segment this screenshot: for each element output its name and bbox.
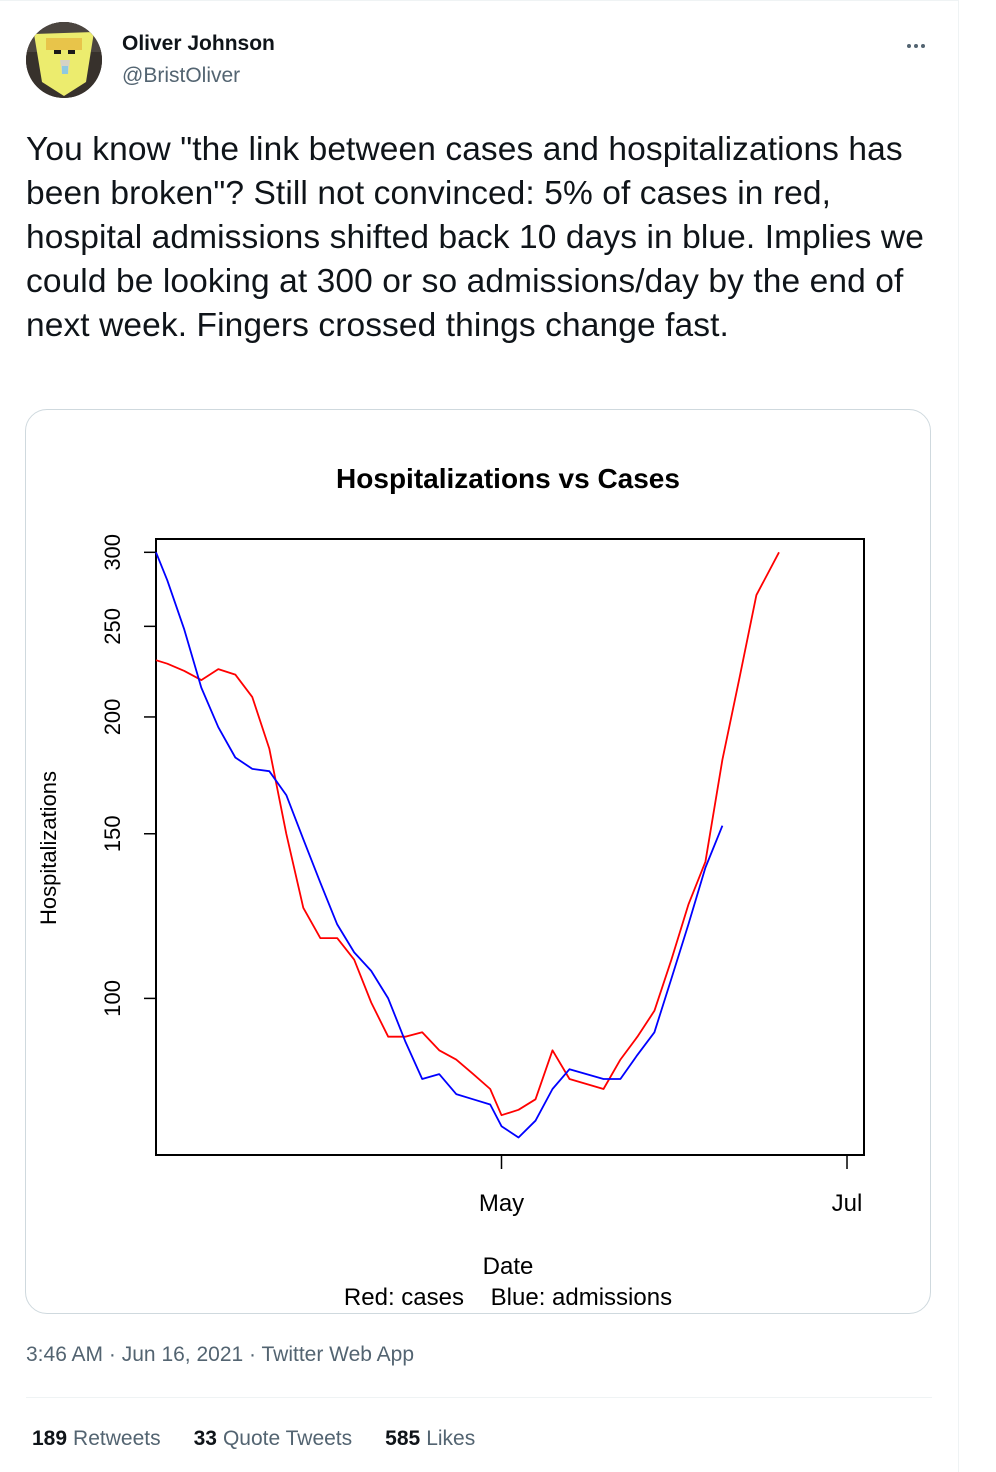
- tweet-date[interactable]: Jun 16, 2021: [121, 1343, 244, 1366]
- retweets-count: 189: [32, 1427, 68, 1450]
- x-tick-label: Jul: [832, 1190, 863, 1217]
- quote-tweets-label: Quote Tweets: [222, 1427, 353, 1450]
- likes-count: 585: [385, 1427, 421, 1450]
- avatar-image: [26, 22, 102, 98]
- plot-frame: [155, 538, 865, 1156]
- retweets-link[interactable]: 189 Retweets: [32, 1427, 161, 1451]
- chart-title: Hospitalizations vs Cases: [336, 463, 680, 494]
- retweets-label: Retweets: [73, 1427, 161, 1450]
- chart-canvas: Hospitalizations vs Cases 100 150 200 250 30…: [36, 463, 865, 1311]
- tweet-stats: 189 Retweets 33 Quote Tweets 585 Likes: [32, 1427, 508, 1451]
- tweet-source[interactable]: Twitter Web App: [261, 1343, 415, 1366]
- more-options-button[interactable]: [896, 28, 936, 60]
- timestamp-separator: ·: [108, 1343, 116, 1366]
- more-dots-icon: [906, 35, 927, 53]
- tweet-text: You know "the link between cases and hos…: [26, 131, 924, 344]
- y-tick-label: 100: [100, 980, 125, 1017]
- tweet-timestamp: 3:46 AM · Jun 16, 2021 · Twitter Web App: [26, 1343, 414, 1367]
- y-axis-label: Hospitalizations: [36, 771, 61, 925]
- likes-label: Likes: [426, 1427, 476, 1450]
- y-tick-label: 200: [100, 699, 125, 736]
- tweet-media-chart[interactable]: Hospitalizations vs Cases 100 150 200 250 30…: [25, 409, 931, 1314]
- quote-tweets-link[interactable]: 33 Quote Tweets: [194, 1427, 353, 1451]
- avatar[interactable]: [26, 22, 102, 98]
- likes-link[interactable]: 585 Likes: [385, 1427, 475, 1451]
- timeline-border: [958, 0, 959, 1472]
- x-tick-label: May: [479, 1190, 524, 1217]
- series-line-cases: [155, 551, 780, 1117]
- divider: [26, 1397, 932, 1398]
- source-separator: ·: [249, 1343, 257, 1366]
- chart-caption: Red: cases Blue: admissions: [344, 1284, 672, 1311]
- author-name[interactable]: Oliver Johnson: [122, 32, 275, 55]
- author-handle[interactable]: @BristOliver: [122, 64, 241, 87]
- y-tick-label: 300: [100, 534, 125, 571]
- x-axis-label: Date: [483, 1253, 534, 1280]
- series-line-admissions: [155, 551, 724, 1139]
- y-tick-label: 150: [100, 815, 125, 852]
- top-border: [0, 0, 958, 1]
- tweet-time[interactable]: 3:46 AM: [26, 1343, 104, 1366]
- x-axis: May Jul: [479, 1155, 863, 1217]
- quote-tweets-count: 33: [193, 1427, 217, 1450]
- y-tick-label: 250: [100, 608, 125, 645]
- y-axis: 100 150 200 250 300: [100, 534, 156, 1017]
- series-layer: [155, 551, 780, 1139]
